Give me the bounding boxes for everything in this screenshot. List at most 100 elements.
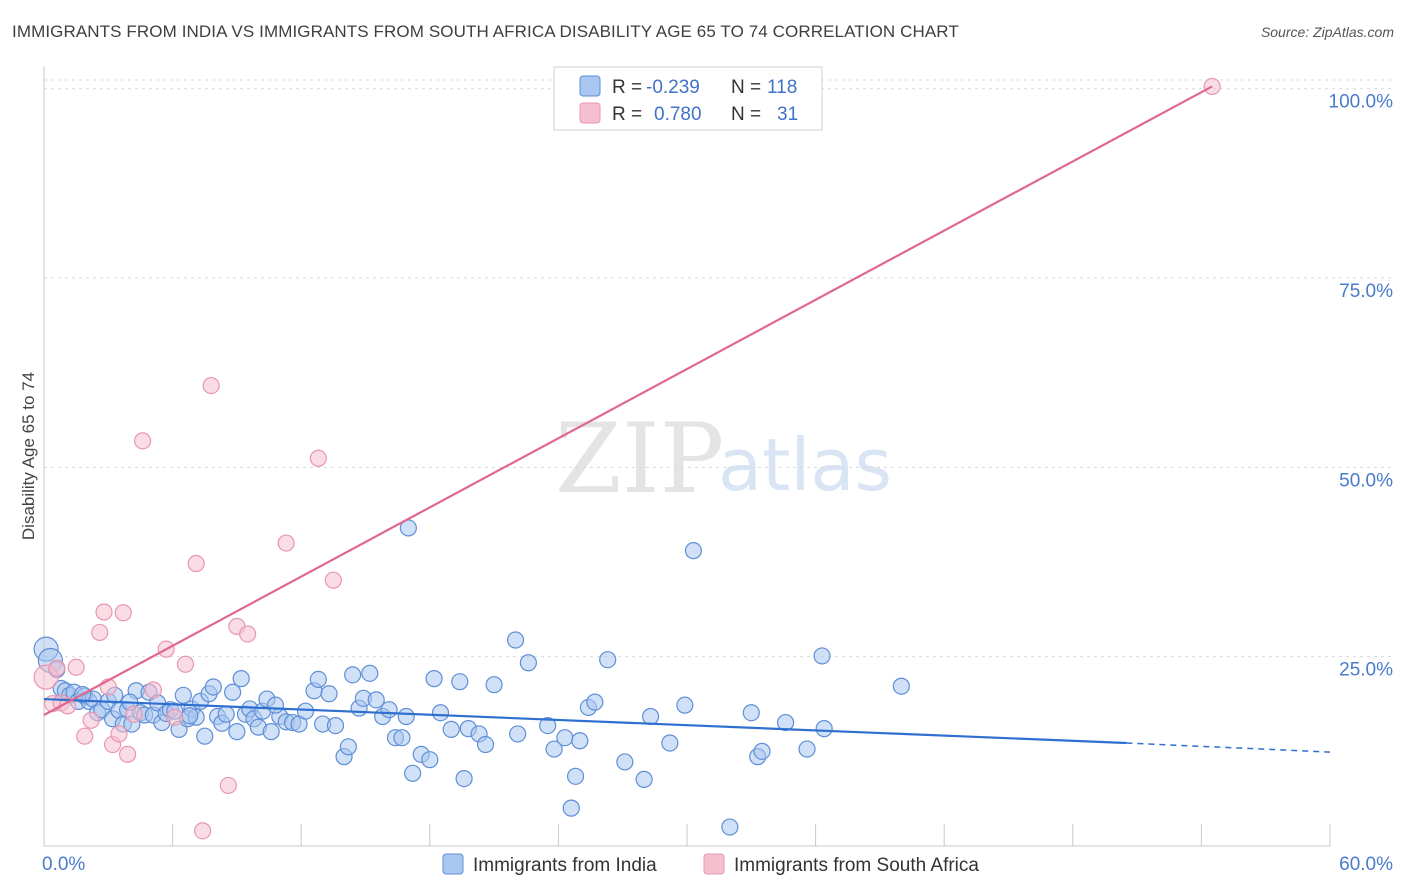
trend-lines bbox=[43, 85, 1331, 753]
india-point bbox=[892, 677, 910, 695]
sa-point bbox=[309, 449, 327, 467]
india-point bbox=[813, 647, 831, 665]
india-point bbox=[476, 735, 495, 754]
india-point bbox=[661, 734, 679, 752]
india-point bbox=[326, 716, 345, 735]
india-point bbox=[519, 654, 537, 672]
india-point bbox=[397, 707, 415, 726]
india-point bbox=[224, 683, 242, 701]
india-point bbox=[367, 691, 385, 709]
bottom-legend-india-label: Immigrants from India bbox=[473, 855, 657, 876]
india-point bbox=[421, 751, 439, 769]
india-point bbox=[798, 740, 816, 758]
india-point bbox=[815, 720, 833, 738]
legend-sa-n-value: 31 bbox=[777, 104, 798, 125]
series-legend: Immigrants from India Immigrants from So… bbox=[442, 853, 979, 876]
bottom-legend-sa-swatch bbox=[703, 853, 725, 875]
legend-sa-swatch bbox=[579, 102, 601, 124]
india-point bbox=[556, 729, 574, 747]
india-point bbox=[742, 704, 760, 722]
correlation-legend: R = -0.239 N = 118 R = 0.780 N = 31 bbox=[553, 66, 823, 131]
india-point bbox=[684, 542, 703, 560]
india-point bbox=[485, 676, 503, 694]
india-point bbox=[344, 666, 362, 684]
india-point bbox=[204, 678, 222, 696]
y-axis-title: Disability Age 65 to 74 bbox=[19, 372, 38, 540]
sa-point bbox=[110, 725, 128, 743]
india-point bbox=[676, 696, 694, 714]
legend-india-swatch bbox=[579, 75, 601, 97]
y-tick-labels: 25.0% 50.0% 75.0% 100.0% bbox=[1329, 92, 1394, 681]
sa-point bbox=[91, 623, 109, 642]
india-point bbox=[425, 670, 443, 688]
sa-trend-line bbox=[43, 85, 1213, 716]
sa-point bbox=[125, 705, 143, 723]
chart-source: Source: ZipAtlas.com bbox=[1260, 24, 1394, 40]
india-point bbox=[196, 727, 214, 745]
legend-india-r-value: -0.239 bbox=[646, 77, 700, 98]
india-point bbox=[380, 701, 398, 719]
india-point bbox=[442, 720, 460, 738]
sa-point bbox=[67, 658, 85, 676]
sa-point bbox=[239, 625, 257, 643]
india-point bbox=[309, 670, 327, 688]
india-point bbox=[262, 723, 280, 741]
sa-point bbox=[324, 571, 342, 589]
india-point bbox=[586, 693, 604, 711]
india-point bbox=[455, 770, 473, 788]
india-point bbox=[566, 767, 585, 785]
y-tick-label: 50.0% bbox=[1339, 470, 1393, 491]
y-tick-label: 100.0% bbox=[1329, 92, 1394, 113]
india-point bbox=[571, 732, 589, 750]
legend-india-n-label: N = bbox=[731, 77, 761, 98]
india-point bbox=[641, 707, 660, 726]
india-point bbox=[181, 707, 199, 725]
india-point bbox=[232, 670, 250, 688]
sa-point bbox=[176, 655, 195, 673]
india-point bbox=[776, 713, 795, 732]
legend-sa-r-label: R = bbox=[612, 104, 642, 125]
legend-india-n-value: 118 bbox=[767, 77, 797, 98]
india-point bbox=[266, 696, 285, 714]
sa-point bbox=[76, 727, 94, 745]
india-point bbox=[320, 685, 338, 703]
sa-point bbox=[219, 776, 237, 795]
india-point bbox=[393, 729, 411, 747]
india-point bbox=[404, 764, 422, 782]
bottom-legend-sa-label: Immigrants from South Africa bbox=[734, 855, 979, 876]
watermark-atlas: atlas bbox=[718, 423, 892, 507]
chart-title: IMMIGRANTS FROM INDIA VS IMMIGRANTS FROM… bbox=[12, 22, 959, 41]
legend-sa-r-value: 0.780 bbox=[654, 104, 702, 125]
india-point bbox=[539, 716, 557, 735]
x-tick-label-max: 60.0% bbox=[1339, 854, 1393, 875]
watermark-zip: ZIP bbox=[555, 403, 724, 515]
india-point bbox=[753, 742, 771, 760]
india-point bbox=[635, 770, 653, 788]
sa-point bbox=[194, 822, 212, 840]
y-tick-label: 75.0% bbox=[1339, 281, 1393, 302]
sa-point bbox=[133, 432, 152, 450]
sa-point bbox=[166, 708, 184, 726]
india-point bbox=[509, 725, 527, 743]
sa-point bbox=[202, 376, 220, 395]
sa-point bbox=[114, 604, 132, 622]
india-point bbox=[616, 753, 634, 771]
india-point bbox=[431, 704, 450, 722]
india-point bbox=[361, 664, 379, 682]
sa-point bbox=[144, 681, 162, 699]
india-point bbox=[721, 818, 739, 836]
gridlines bbox=[44, 79, 1393, 658]
india-trend-line bbox=[43, 697, 1127, 745]
india-point bbox=[228, 723, 246, 741]
sa-points bbox=[33, 77, 1221, 840]
india-points bbox=[33, 519, 910, 836]
india-point bbox=[339, 738, 357, 756]
india-point bbox=[506, 631, 525, 649]
bottom-legend-india-swatch bbox=[442, 853, 464, 875]
india-point bbox=[545, 740, 563, 758]
sa-point bbox=[48, 659, 66, 677]
axes bbox=[43, 66, 1331, 847]
sa-point bbox=[187, 554, 205, 573]
india-point bbox=[562, 799, 580, 817]
